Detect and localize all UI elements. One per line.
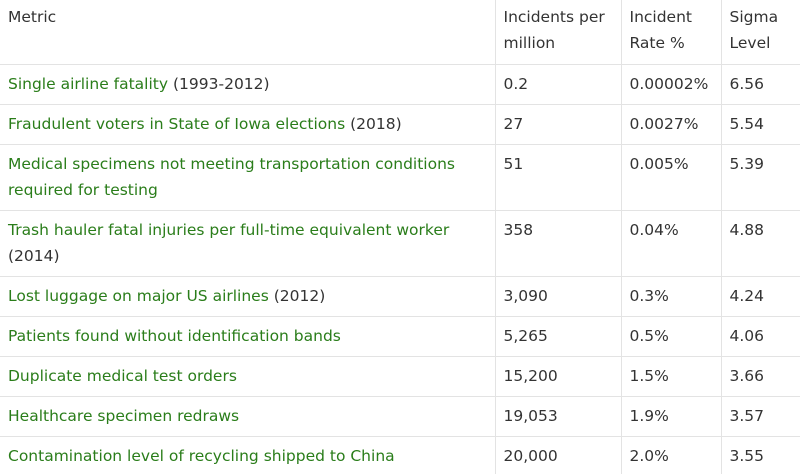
- header-incidents-per-million: Incidents per million: [495, 0, 622, 65]
- metric-cell: Patients found without identification ba…: [0, 316, 496, 357]
- rate-cell: 0.00002%: [621, 64, 722, 105]
- incidents-cell: 5,265: [495, 316, 622, 357]
- table-row: Fraudulent voters in State of Iowa elect…: [0, 104, 800, 145]
- table-row: Duplicate medical test orders 15,200 1.5…: [0, 356, 800, 397]
- sigma-cell: 4.24: [721, 276, 800, 317]
- table-row: Healthcare specimen redraws 19,053 1.9% …: [0, 396, 800, 437]
- incidents-cell: 15,200: [495, 356, 622, 397]
- table-row: Medical specimens not meeting transporta…: [0, 144, 800, 211]
- metric-link[interactable]: Healthcare specimen redraws: [8, 406, 240, 425]
- incidents-cell: 27: [495, 104, 622, 145]
- incidents-cell: 358: [495, 210, 622, 277]
- sigma-cell: 5.39: [721, 144, 800, 211]
- metric-year: (2012): [268, 286, 326, 305]
- table-header-row: Metric Incidents per million Incident Ra…: [0, 0, 800, 65]
- sigma-cell: 4.88: [721, 210, 800, 277]
- metric-cell: Fraudulent voters in State of Iowa elect…: [0, 104, 496, 145]
- metric-cell: Healthcare specimen redraws: [0, 396, 496, 437]
- header-metric: Metric: [0, 0, 496, 65]
- rate-cell: 0.04%: [621, 210, 722, 277]
- rate-cell: 0.005%: [621, 144, 722, 211]
- incidents-cell: 0.2: [495, 64, 622, 105]
- sigma-cell: 6.56: [721, 64, 800, 105]
- header-sigma-level: Sigma Level: [721, 0, 800, 65]
- metric-cell: Lost luggage on major US airlines (2012): [0, 276, 496, 317]
- table-row: Patients found without identification ba…: [0, 316, 800, 357]
- metric-link[interactable]: Fraudulent voters in State of Iowa elect…: [8, 114, 346, 133]
- metric-link[interactable]: Contamination level of recycling shipped…: [8, 446, 395, 465]
- sigma-cell: 3.66: [721, 356, 800, 397]
- metric-cell: Contamination level of recycling shipped…: [0, 436, 496, 474]
- rate-cell: 0.0027%: [621, 104, 722, 145]
- incidents-cell: 3,090: [495, 276, 622, 317]
- metric-link[interactable]: Patients found without identification ba…: [8, 326, 341, 345]
- metric-link[interactable]: Duplicate medical test orders: [8, 366, 237, 385]
- incidents-cell: 19,053: [495, 396, 622, 437]
- sigma-cell: 3.55: [729, 446, 765, 465]
- metric-link[interactable]: Lost luggage on major US airlines: [8, 286, 269, 305]
- metric-cell: Trash hauler fatal injuries per full-tim…: [0, 210, 496, 277]
- sigma-cell: 3.57: [721, 396, 800, 437]
- incidents-cell: 51: [495, 144, 622, 211]
- table-row: Single airline fatality (1993-2012) 0.2 …: [0, 64, 800, 105]
- metric-link[interactable]: Single airline fatality: [8, 74, 169, 93]
- metric-cell: Single airline fatality (1993-2012): [0, 64, 496, 105]
- table-row: Trash hauler fatal injuries per full-tim…: [0, 210, 800, 277]
- metric-year: (2014): [8, 246, 60, 265]
- metric-year: (1993-2012): [168, 74, 270, 93]
- metric-cell: Duplicate medical test orders: [0, 356, 496, 397]
- metric-link[interactable]: Medical specimens not meeting transporta…: [8, 154, 455, 199]
- rate-cell: 1.9%: [621, 396, 722, 437]
- sigma-cell: 4.06: [721, 316, 800, 357]
- metric-cell: Medical specimens not meeting transporta…: [0, 144, 496, 211]
- metric-link[interactable]: Trash hauler fatal injuries per full-tim…: [8, 220, 450, 239]
- rate-cell: 1.5%: [621, 356, 722, 397]
- sigma-cell: 5.54: [721, 104, 800, 145]
- rate-cell: 0.5%: [621, 316, 722, 357]
- metric-year: (2018): [345, 114, 402, 133]
- rate-cell: 0.3%: [621, 276, 722, 317]
- incidents-cell: 20,000: [495, 436, 622, 474]
- header-incident-rate: Incident Rate %: [621, 0, 722, 65]
- table-row: Lost luggage on major US airlines (2012)…: [0, 276, 800, 317]
- table-row: Contamination level of recycling shipped…: [0, 436, 800, 474]
- rate-cell: 2.0%: [621, 436, 722, 474]
